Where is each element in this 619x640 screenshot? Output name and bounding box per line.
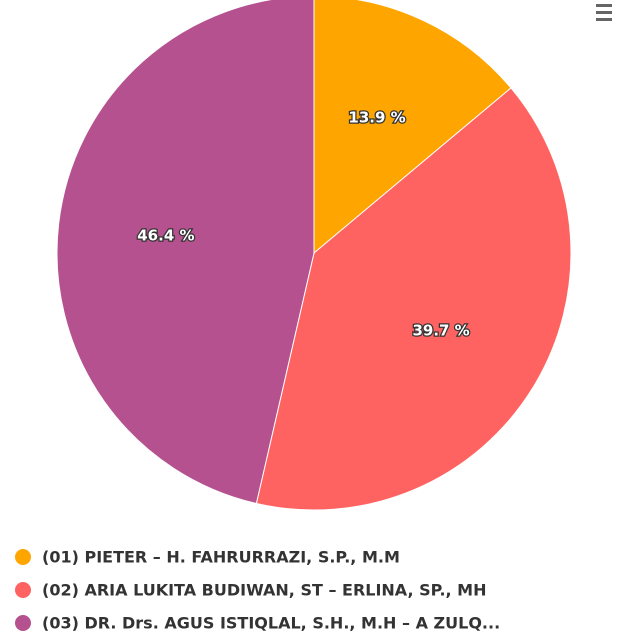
- pie-slice: [255, 87, 572, 511]
- legend-label: (02) ARIA LUKITA BUDIWAN, ST – ERLINA, S…: [42, 581, 486, 600]
- menu-bar: [596, 11, 612, 14]
- menu-bar: [596, 4, 612, 7]
- data-label: 39.7 %: [412, 321, 469, 339]
- menu-button[interactable]: [596, 4, 612, 21]
- legend-marker: [15, 582, 31, 598]
- data-label: 13.9 %: [348, 108, 405, 126]
- pie-slice: [313, 0, 512, 255]
- legend-marker: [15, 615, 31, 631]
- data-label: 46.4 %: [137, 227, 194, 245]
- legend-label: (03) DR. Drs. AGUS ISTIQLAL, S.H., M.H –…: [42, 614, 500, 633]
- pie-slice: [56, 0, 315, 505]
- legend-label: (01) PIETER – H. FAHRURRAZI, S.P., M.M: [42, 548, 400, 567]
- legend-marker: [15, 549, 31, 565]
- menu-bar: [596, 18, 612, 21]
